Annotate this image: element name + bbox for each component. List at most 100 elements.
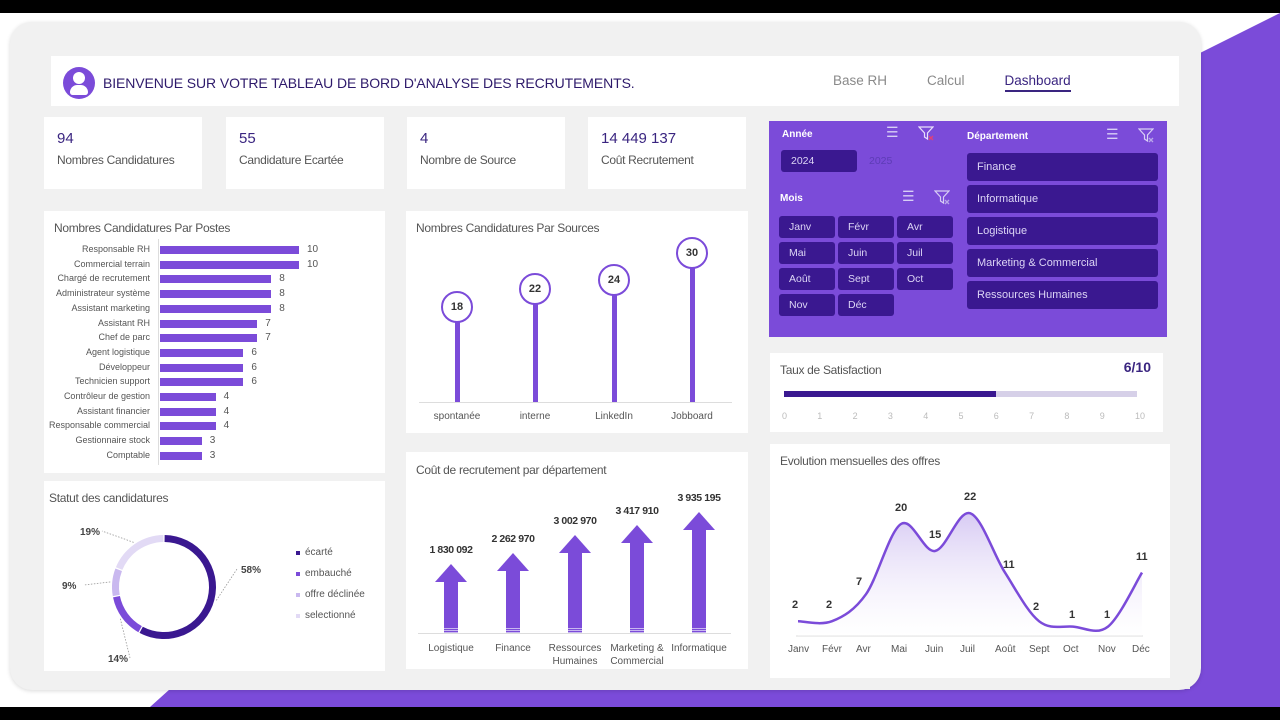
multi-select-icon[interactable]: ☰ bbox=[886, 124, 899, 140]
tab-dashboard[interactable]: Dashboard bbox=[1004, 73, 1071, 92]
chart-axis bbox=[418, 633, 731, 634]
bar[interactable] bbox=[160, 422, 216, 431]
bar[interactable] bbox=[160, 290, 272, 299]
filter-dept-4[interactable]: Ressources Humaines bbox=[967, 281, 1158, 309]
bar-label: Administrateur système bbox=[55, 288, 150, 299]
bar-value: 10 bbox=[307, 258, 319, 270]
filter-dept-3[interactable]: Marketing & Commercial bbox=[967, 249, 1158, 277]
lollipop-bubble[interactable]: 18 bbox=[441, 291, 473, 323]
axis-label: Informatique bbox=[671, 643, 727, 654]
gauge-tick: 5 bbox=[958, 411, 964, 421]
lollipop-bubble[interactable]: 24 bbox=[598, 264, 630, 296]
bar-row: Administrateur système 8 bbox=[44, 287, 385, 301]
bar[interactable] bbox=[160, 407, 216, 416]
multi-select-icon[interactable]: ☰ bbox=[1106, 126, 1119, 142]
kpi-label: Candidature Ecartée bbox=[239, 153, 344, 167]
filter-month-0[interactable]: Janv bbox=[779, 216, 835, 238]
user-avatar-icon bbox=[63, 67, 95, 99]
lollipop-bubble[interactable]: 22 bbox=[519, 273, 551, 305]
bar[interactable] bbox=[160, 348, 244, 357]
arrow-bar[interactable] bbox=[497, 553, 529, 633]
bar-label: Technicien support bbox=[74, 376, 150, 387]
donut-slice[interactable] bbox=[115, 535, 164, 570]
arrow-bar[interactable] bbox=[621, 524, 653, 633]
satisfaction-value: 6/10 bbox=[1123, 359, 1151, 375]
bar-row: Agent logistique 6 bbox=[44, 346, 385, 360]
bar[interactable] bbox=[160, 275, 272, 284]
bar-label: Développeur bbox=[98, 361, 150, 372]
bar[interactable] bbox=[160, 319, 258, 328]
gauge-tick: 8 bbox=[1064, 411, 1070, 421]
filter-month-7[interactable]: Sept bbox=[838, 268, 894, 290]
bar[interactable] bbox=[160, 393, 216, 401]
donut-slice[interactable] bbox=[112, 568, 122, 597]
arrow-bar[interactable] bbox=[683, 512, 715, 633]
bar[interactable] bbox=[160, 334, 258, 343]
axis-label: interne bbox=[519, 411, 551, 422]
filter-month-1[interactable]: Févr bbox=[838, 216, 894, 238]
chart-candidatures-sources: Nombres Candidatures Par Sources 18 spont… bbox=[406, 211, 748, 433]
lollipop-bubble[interactable]: 30 bbox=[676, 237, 708, 269]
clear-filter-icon[interactable] bbox=[1138, 127, 1154, 143]
axis-label: Juin bbox=[925, 644, 944, 655]
donut-slice[interactable] bbox=[113, 595, 142, 633]
filter-dept-0[interactable]: Finance bbox=[967, 153, 1158, 181]
tab-calcul[interactable]: Calcul bbox=[927, 73, 965, 88]
filter-year-2025[interactable]: 2025 bbox=[869, 155, 893, 167]
filter-dept-1[interactable]: Informatique bbox=[967, 185, 1158, 213]
bar-value: 7 bbox=[265, 317, 271, 329]
gauge-tick: 3 bbox=[887, 411, 893, 421]
filter-month-4[interactable]: Juin bbox=[838, 242, 894, 264]
kpi-label: Nombres Candidatures bbox=[57, 153, 175, 167]
satisfaction-fill bbox=[784, 391, 996, 397]
data-label: 11 bbox=[1136, 550, 1148, 563]
bar-row: Assistant financier 4 bbox=[44, 405, 385, 419]
data-label: 11 bbox=[1003, 558, 1015, 571]
bar[interactable] bbox=[160, 437, 202, 446]
axis-label: LinkedIn bbox=[595, 411, 633, 422]
bar[interactable] bbox=[160, 260, 299, 269]
arrow-bar[interactable] bbox=[559, 534, 591, 633]
filter-month-9[interactable]: Nov bbox=[779, 294, 835, 316]
bar-row: Gestionnaire stock 3 bbox=[44, 434, 385, 448]
bar-label: Responsable commercial bbox=[48, 420, 150, 431]
chart-title: Coût de recrutement par département bbox=[416, 463, 607, 477]
filter-month-6[interactable]: Août bbox=[779, 268, 835, 290]
decorative-band-right bbox=[1190, 13, 1280, 707]
filter-month-10[interactable]: Déc bbox=[838, 294, 894, 316]
filter-month-5[interactable]: Juil bbox=[897, 242, 953, 264]
bar-label: Gestionnaire stock bbox=[75, 435, 150, 446]
axis-label: Janv bbox=[788, 644, 810, 655]
filter-month-8[interactable]: Oct bbox=[897, 268, 953, 290]
satisfaction-title: Taux de Satisfaction bbox=[780, 363, 882, 377]
axis-label: spontanée bbox=[433, 411, 481, 422]
dashboard-frame: BIENVENUE SUR VOTRE TABLEAU DE BORD D'AN… bbox=[10, 22, 1201, 690]
bar-label: Agent logistique bbox=[85, 346, 150, 357]
lollipop-stem bbox=[533, 303, 538, 402]
bar[interactable] bbox=[160, 451, 202, 460]
clear-filter-icon[interactable] bbox=[934, 189, 950, 205]
bar[interactable] bbox=[160, 363, 244, 372]
arrow-bar[interactable] bbox=[435, 563, 467, 633]
donut-chart: 58% 14% 9% 19% bbox=[62, 527, 261, 665]
filter-title-annee: Année bbox=[782, 129, 813, 140]
bar[interactable] bbox=[160, 378, 244, 387]
data-label: 2 bbox=[826, 599, 833, 612]
bar-row: Comptable 3 bbox=[44, 449, 385, 463]
bar[interactable] bbox=[160, 246, 299, 254]
filter-dept-2[interactable]: Logistique bbox=[967, 217, 1158, 245]
bar[interactable] bbox=[160, 304, 272, 313]
tab-base-rh[interactable]: Base RH bbox=[833, 73, 888, 88]
bar-row: Chargé de recrutement 8 bbox=[44, 272, 385, 286]
chart-title: Statut des candidatures bbox=[49, 491, 169, 505]
donut-slice[interactable] bbox=[139, 535, 216, 639]
bar-label: Assistant RH bbox=[97, 317, 150, 328]
bar-value: 10 bbox=[307, 244, 319, 255]
filter-month-3[interactable]: Mai bbox=[779, 242, 835, 264]
gauge-tick: 10 bbox=[1135, 411, 1146, 421]
clear-filter-icon[interactable] bbox=[918, 125, 934, 141]
filter-year-2024[interactable]: 2024 bbox=[781, 150, 857, 172]
multi-select-icon[interactable]: ☰ bbox=[902, 188, 915, 204]
filter-month-2[interactable]: Avr bbox=[897, 216, 953, 238]
chart-title: Nombres Candidatures Par Postes bbox=[54, 221, 231, 235]
